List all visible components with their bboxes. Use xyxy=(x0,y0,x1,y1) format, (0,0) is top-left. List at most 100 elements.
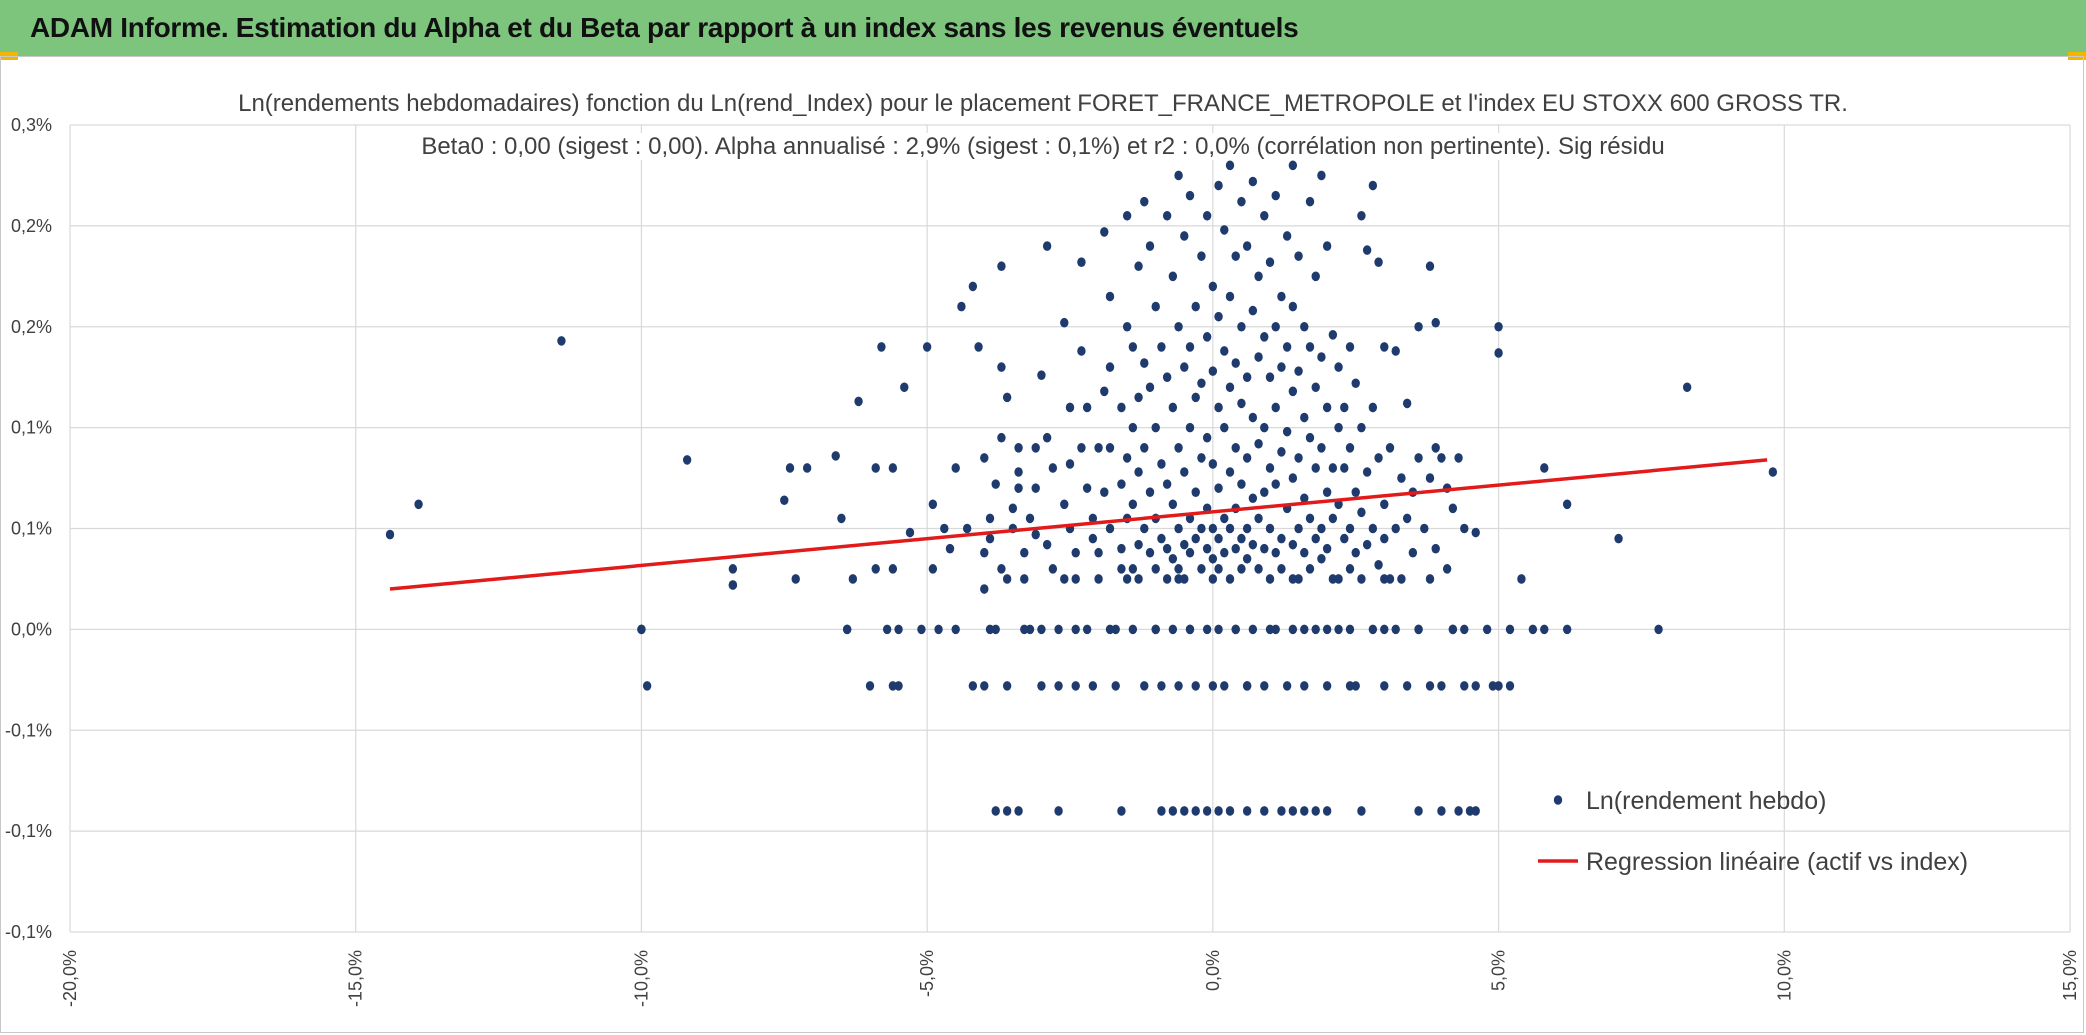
data-point xyxy=(1168,624,1178,635)
data-point xyxy=(1242,681,1252,691)
data-point xyxy=(1117,564,1126,574)
data-point xyxy=(1214,564,1223,574)
data-point xyxy=(1128,342,1138,352)
data-point xyxy=(1077,443,1086,453)
data-point xyxy=(985,513,995,524)
data-point xyxy=(1020,574,1029,584)
data-point xyxy=(1414,321,1423,332)
data-point xyxy=(928,499,938,510)
data-point xyxy=(1037,681,1046,691)
data-point xyxy=(1145,382,1155,393)
data-point xyxy=(1408,547,1418,558)
data-point xyxy=(1168,271,1178,282)
data-point xyxy=(1391,523,1400,534)
data-point xyxy=(980,681,989,691)
data-point xyxy=(894,624,903,635)
data-point xyxy=(1288,574,1298,584)
y-tick-label: 0,0% xyxy=(11,619,52,639)
data-point xyxy=(728,580,738,590)
data-point xyxy=(1237,533,1246,544)
data-point xyxy=(780,495,789,506)
data-point xyxy=(1082,402,1092,413)
data-point xyxy=(1220,681,1229,691)
data-point xyxy=(882,624,892,635)
data-point xyxy=(1305,342,1315,352)
data-point xyxy=(1140,196,1149,207)
data-point xyxy=(905,527,915,538)
data-point xyxy=(1345,342,1355,352)
data-point xyxy=(1162,543,1172,554)
data-point xyxy=(1185,422,1195,433)
data-point xyxy=(1208,281,1218,292)
data-point xyxy=(414,499,423,510)
data-point xyxy=(1042,241,1052,251)
data-point xyxy=(1214,483,1223,493)
data-point xyxy=(1197,453,1206,463)
data-point xyxy=(1180,362,1189,372)
data-point xyxy=(1505,624,1515,635)
data-point xyxy=(1260,332,1269,342)
data-point xyxy=(1117,543,1126,554)
chart-subtitle-line: Beta0 : 0,00 (sigest : 0,00). Alpha annu… xyxy=(0,133,2086,161)
data-point xyxy=(1265,624,1275,635)
data-point xyxy=(1317,443,1326,453)
report-banner-title: ADAM Informe. Estimation du Alpha et du … xyxy=(0,0,2086,56)
data-point xyxy=(1088,533,1098,544)
data-point xyxy=(1282,426,1292,437)
data-point xyxy=(991,806,1000,816)
data-point xyxy=(1174,321,1183,332)
data-point xyxy=(1380,624,1389,635)
data-point xyxy=(1145,487,1155,497)
data-point xyxy=(1014,467,1023,477)
data-point xyxy=(1368,402,1378,413)
data-point xyxy=(1328,513,1338,524)
data-point xyxy=(1357,806,1366,816)
data-point xyxy=(1145,241,1155,251)
data-point xyxy=(1242,453,1252,463)
data-point xyxy=(1300,806,1309,816)
data-point xyxy=(1517,574,1526,584)
data-point xyxy=(1185,513,1195,524)
data-point xyxy=(1162,210,1172,221)
data-point xyxy=(1242,806,1252,816)
data-point xyxy=(1271,402,1280,413)
data-point xyxy=(1122,321,1132,332)
data-point xyxy=(1042,432,1052,443)
data-point xyxy=(968,281,978,292)
data-point xyxy=(1231,358,1240,368)
data-point xyxy=(1214,311,1223,322)
y-tick-label: -0,1% xyxy=(5,821,52,841)
data-point xyxy=(1277,533,1286,544)
data-point xyxy=(1220,225,1229,235)
data-point xyxy=(1088,681,1098,691)
data-point xyxy=(922,342,932,352)
data-point xyxy=(1180,231,1189,241)
data-point xyxy=(1174,523,1183,534)
data-point xyxy=(991,479,1000,489)
x-tick-label: 5,0% xyxy=(1489,950,1509,991)
data-point xyxy=(934,624,943,635)
data-point xyxy=(791,574,800,584)
data-point xyxy=(1334,574,1343,584)
data-point xyxy=(1345,443,1355,453)
y-tick-label: 0,1% xyxy=(11,519,52,539)
data-point xyxy=(1202,332,1212,342)
data-point xyxy=(1105,624,1115,635)
data-point xyxy=(1305,513,1315,524)
data-point xyxy=(991,624,1000,635)
data-point xyxy=(1031,529,1040,540)
data-point xyxy=(1237,196,1246,207)
data-point xyxy=(1322,681,1332,691)
data-point xyxy=(1317,352,1326,362)
data-point xyxy=(1305,564,1315,574)
data-point xyxy=(848,574,858,584)
data-point xyxy=(974,342,983,352)
data-point xyxy=(1237,398,1246,409)
data-point xyxy=(1037,624,1046,635)
data-point xyxy=(1425,681,1435,691)
data-point xyxy=(1128,564,1138,574)
data-point xyxy=(1008,503,1018,514)
data-point xyxy=(1208,553,1218,564)
data-point xyxy=(1345,681,1355,691)
data-point xyxy=(1528,624,1538,635)
